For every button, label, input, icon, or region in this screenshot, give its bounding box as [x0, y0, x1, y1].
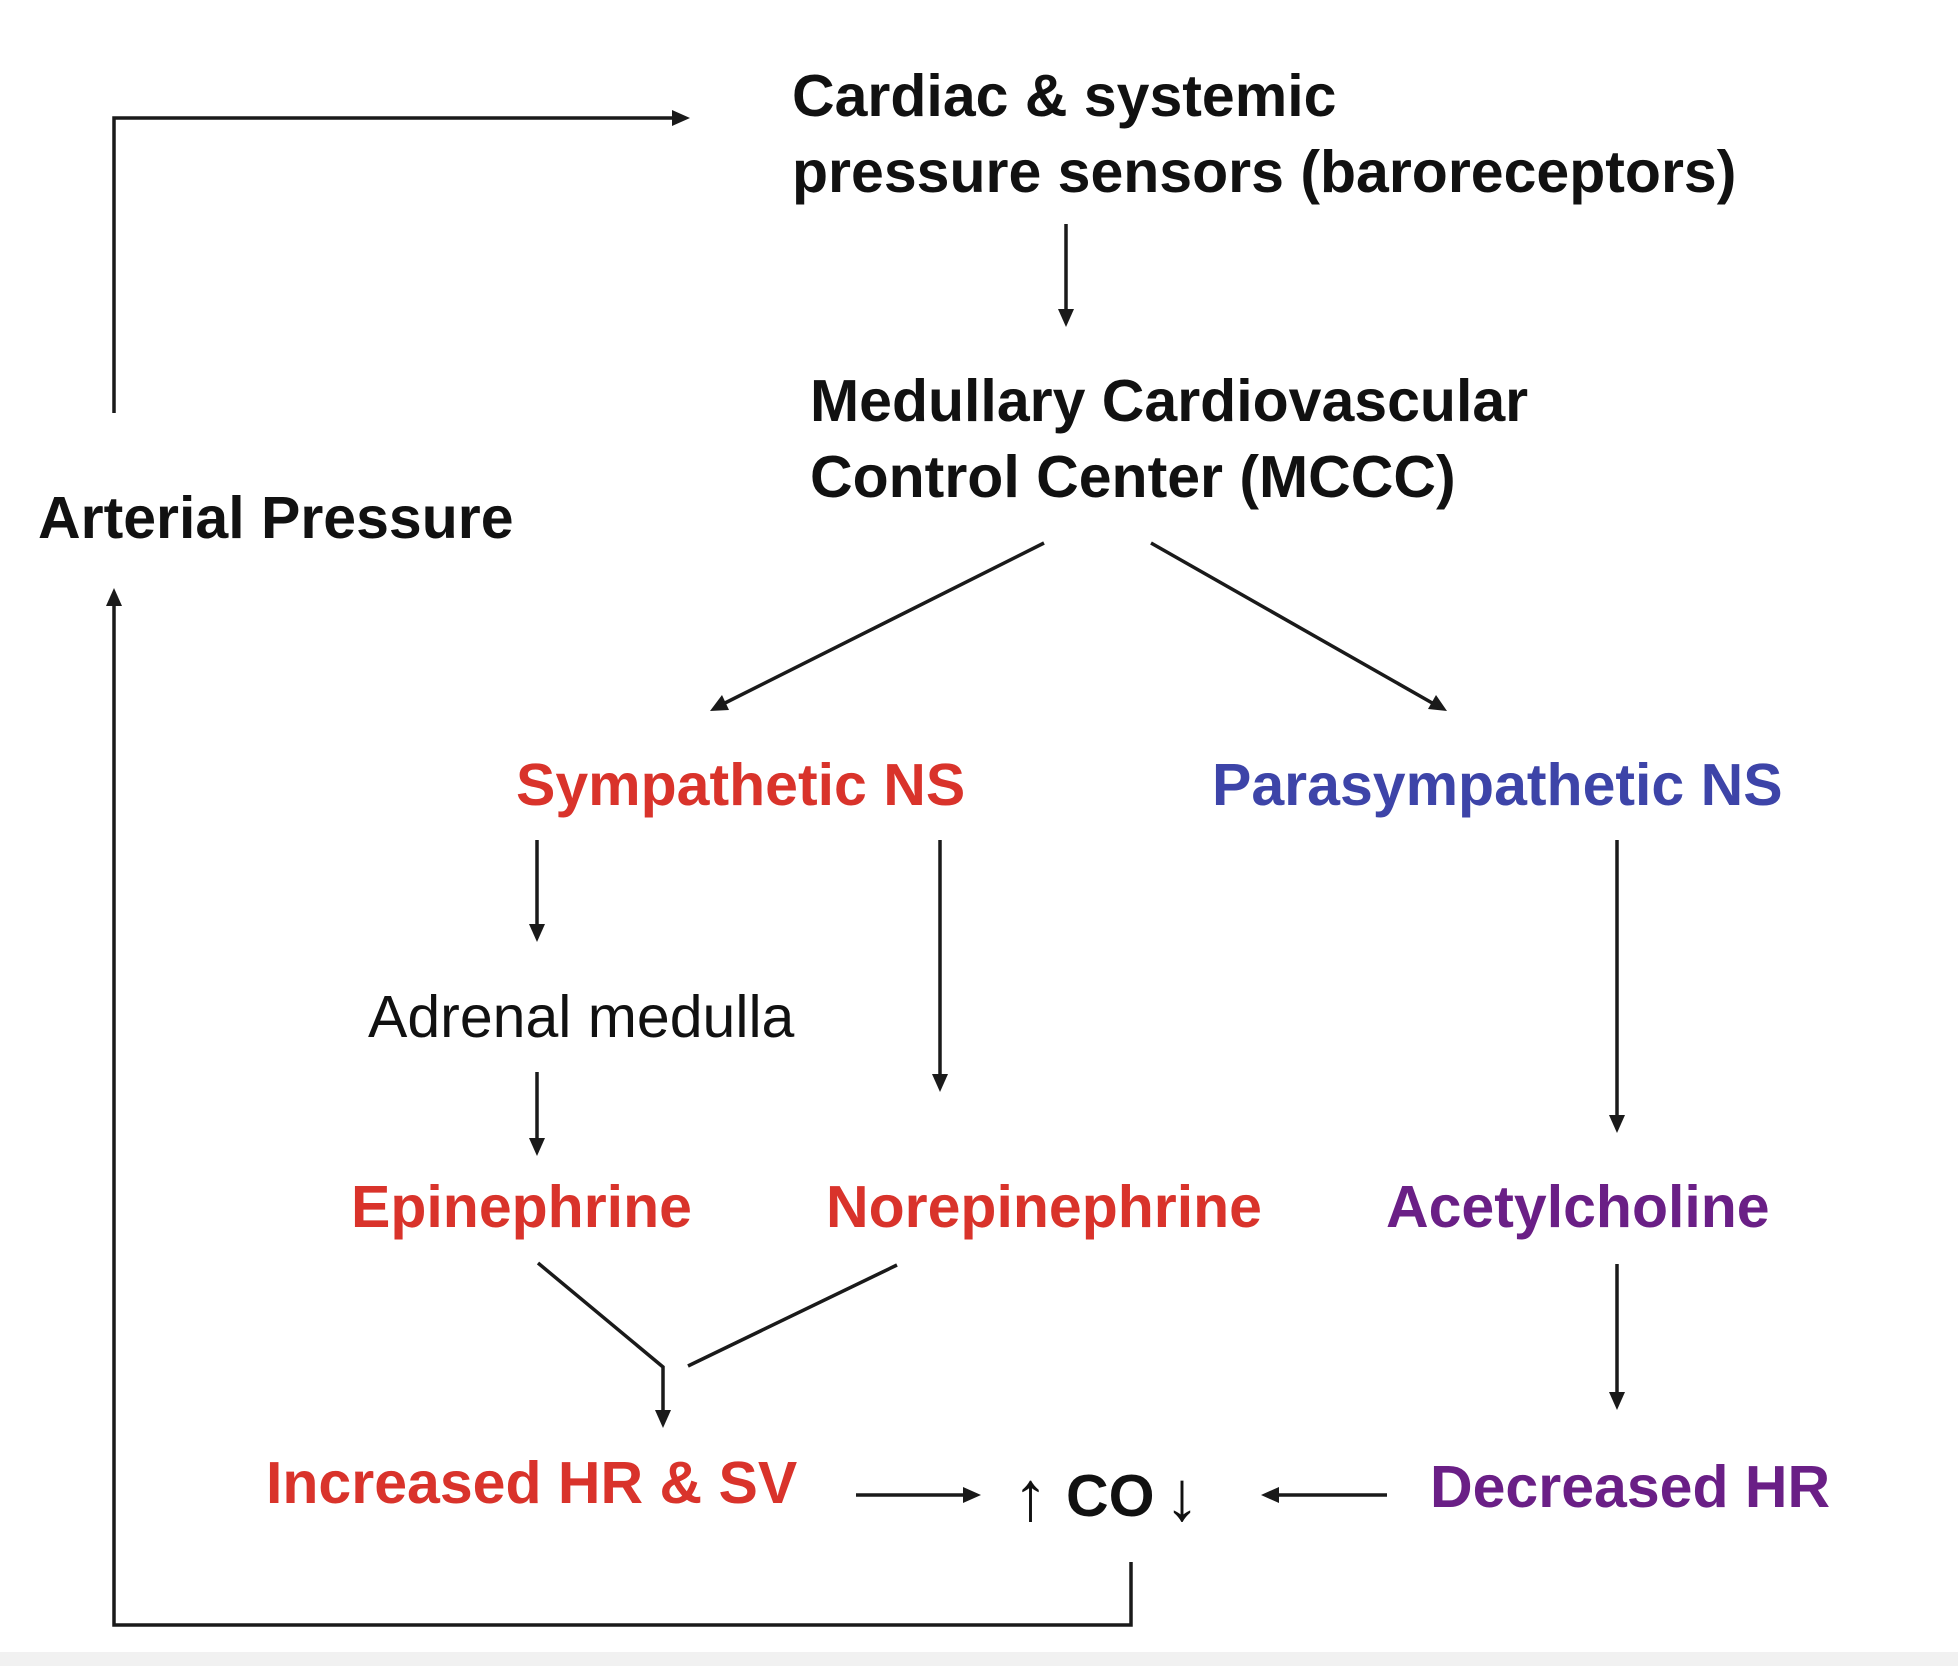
arrow-co-to-arterial: [112, 603, 1133, 1627]
arrowhead: [1609, 1392, 1625, 1410]
mccc-line-1: Medullary Cardiovascular: [810, 368, 1529, 434]
arrowhead: [1261, 1487, 1279, 1503]
arrowhead: [672, 110, 690, 126]
arrowhead: [1428, 695, 1447, 711]
bottom-edge-strip: [0, 1652, 1958, 1666]
arrowhead: [1058, 309, 1074, 327]
epinephrine-label: Epinephrine: [351, 1174, 692, 1240]
arrow-mccc-to-sympathetic: [722, 541, 1045, 706]
arrow-down-icon: ↓: [1164, 1457, 1200, 1535]
mccc-label: Medullary Cardiovascular Control Center …: [810, 363, 1528, 515]
baroreceptors-label: Cardiac & systemic pressure sensors (bar…: [792, 58, 1736, 210]
arrow-mccc-to-parasympathetic: [1150, 541, 1435, 706]
baroreceptors-line-1: Cardiac & systemic: [792, 63, 1337, 129]
arrowhead: [932, 1074, 948, 1092]
arrow-arterial-to-baroreceptors: [112, 116, 676, 413]
arrowhead: [1609, 1115, 1625, 1133]
arterial-pressure-label: Arterial Pressure: [38, 485, 514, 551]
arrow-norepinephrine-merge: [687, 1263, 898, 1368]
increased-hr-sv-label: Increased HR & SV: [266, 1450, 798, 1516]
cardiac-output-label: ↑ CO ↓: [1013, 1458, 1200, 1534]
adrenal-medulla-label: Adrenal medulla: [368, 984, 795, 1050]
arrowhead: [963, 1487, 981, 1503]
mccc-line-2: Control Center (MCCC): [810, 444, 1456, 510]
arrowhead: [655, 1410, 671, 1428]
baroreceptors-line-2: pressure sensors (baroreceptors): [792, 139, 1737, 205]
parasympathetic-ns-label: Parasympathetic NS: [1212, 752, 1783, 818]
arrow-epinephrine-merge: [536, 1261, 665, 1413]
arrowhead: [106, 588, 122, 606]
arrowhead: [529, 924, 545, 942]
arrowhead: [710, 695, 729, 711]
co-text: CO: [1066, 1463, 1155, 1529]
arrow-up-icon: ↑: [1013, 1457, 1048, 1535]
sympathetic-ns-label: Sympathetic NS: [516, 752, 966, 818]
decreased-hr-label: Decreased HR: [1430, 1454, 1831, 1520]
norepinephrine-label: Norepinephrine: [826, 1174, 1262, 1240]
arrowhead: [529, 1138, 545, 1156]
acetylcholine-label: Acetylcholine: [1386, 1174, 1770, 1240]
